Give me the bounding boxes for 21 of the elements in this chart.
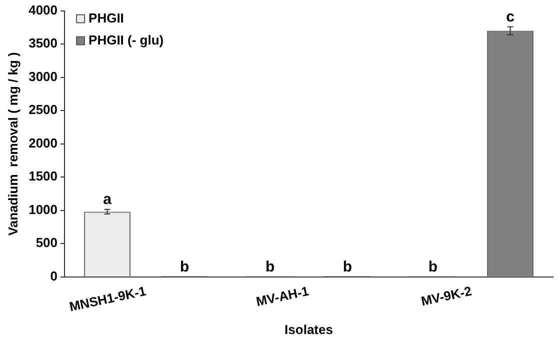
y-tick-label: 1000 [28,202,58,217]
y-tick-label: 0 [50,268,58,284]
x-tick-label: MV-AH-1 [254,283,310,310]
y-tick-label: 3000 [28,68,58,84]
y-tick-label: 4000 [28,2,58,18]
x-tick-label: MV-9K-2 [420,283,473,309]
data-label: b [428,258,438,276]
y-tick-label: 500 [36,235,58,250]
y-tick-label: 2500 [28,102,58,118]
data-label: b [180,258,190,276]
y-tick-label: 1500 [28,168,58,184]
legend-label: PHGII (- glu) [88,32,164,48]
data-label: a [103,191,112,208]
legend-label: PHGII [88,10,124,26]
y-tick-label: 3500 [28,36,58,51]
y-tick-label: 2000 [28,135,58,150]
x-axis-title: Isolates [284,322,333,337]
data-label: b [342,258,352,276]
y-axis-title: Vanadium removal ( mg / kg ) [5,52,20,236]
data-label: c [506,8,514,26]
data-label: b [266,258,275,276]
